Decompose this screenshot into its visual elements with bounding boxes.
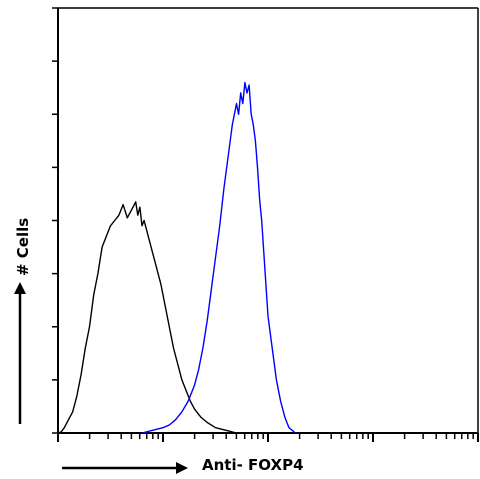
histogram-series [57,81,296,434]
plot-axes [57,7,479,434]
histogram-series-line-1 [57,201,237,434]
x-axis-arrow-head [176,462,188,474]
histogram-series-line-2 [141,81,296,434]
x-axis-label: Anti- FOXP4 [202,456,304,474]
axis-ticks [52,7,479,442]
y-axis-label: # Cells [14,217,32,276]
axis-arrows [14,282,188,474]
y-axis-arrow-head [14,282,26,294]
axis-frame-left-bottom [57,8,478,434]
